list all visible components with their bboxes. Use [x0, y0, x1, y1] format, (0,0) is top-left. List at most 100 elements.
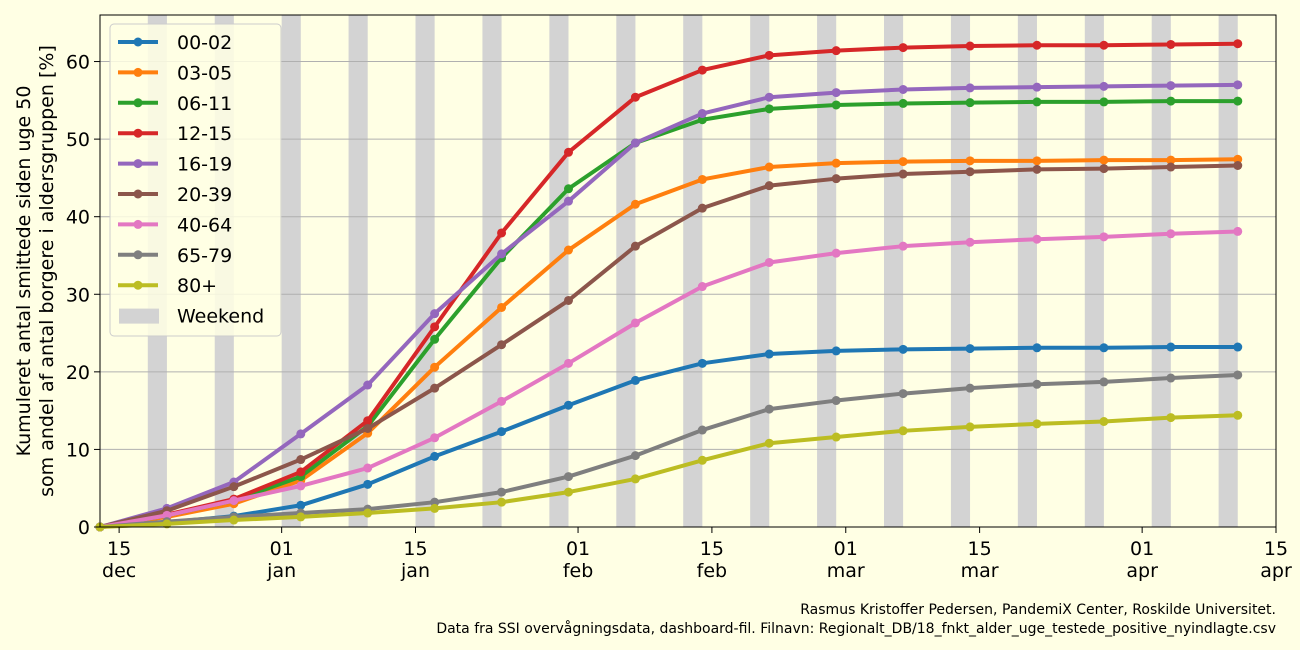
data-point [430, 383, 440, 393]
legend-label: 20-39 [177, 184, 232, 206]
data-point [563, 184, 573, 194]
data-point [630, 92, 640, 102]
x-tick-label-day: 01 [834, 538, 858, 560]
data-point [1032, 40, 1042, 50]
data-point [497, 427, 507, 437]
data-point [898, 426, 908, 436]
data-point [1099, 155, 1109, 165]
x-tick-label-month: apr [1260, 560, 1292, 582]
data-point [1099, 377, 1109, 387]
data-point [497, 249, 507, 259]
data-point [831, 432, 841, 442]
series-line [98, 157, 1240, 529]
y-tick-label: 0 [78, 517, 90, 539]
x-tick-label-month: jan [400, 560, 430, 582]
data-point [563, 196, 573, 206]
data-point [1032, 234, 1042, 244]
series-line [98, 345, 1240, 529]
data-point [630, 138, 640, 148]
data-point [697, 203, 707, 213]
data-point [630, 375, 640, 385]
data-point [1099, 343, 1109, 353]
legend: 00-02 03-05 06-11 12-15 16-19 20-39 40-64 65-79… [109, 23, 282, 337]
data-point [898, 98, 908, 108]
data-point [497, 340, 507, 350]
legend-label: 40-64 [177, 214, 232, 236]
data-point [1166, 229, 1176, 239]
data-point [965, 383, 975, 393]
legend-label: Weekend [177, 306, 264, 328]
data-point [630, 474, 640, 484]
legend-label: 65-79 [177, 245, 232, 267]
data-point [1233, 226, 1243, 236]
weekend-band [884, 15, 904, 527]
y-tick-label: 10 [66, 439, 90, 461]
data-point [764, 50, 774, 60]
data-point [497, 302, 507, 312]
data-point [430, 433, 440, 443]
data-point [1032, 82, 1042, 92]
plot-frame [99, 14, 1277, 528]
x-tick-label-day: 15 [700, 538, 724, 560]
data-point [1166, 155, 1176, 165]
data-point [1166, 96, 1176, 106]
data-point [1233, 342, 1243, 352]
data-point [229, 515, 239, 525]
data-point [831, 88, 841, 98]
series-lines [95, 39, 1243, 532]
data-point [430, 451, 440, 461]
series-line [98, 99, 1240, 529]
credit-line-1: Rasmus Kristoffer Pedersen, PandemiX Cen… [800, 602, 1276, 618]
y-axis: 0 10 20 30 40 50 60 [66, 52, 100, 539]
series-line [98, 372, 1240, 529]
data-point [563, 245, 573, 255]
data-point [898, 241, 908, 251]
data-point [430, 362, 440, 372]
data-point [764, 104, 774, 114]
data-point [1099, 81, 1109, 91]
weekend-band [1151, 15, 1171, 527]
y-tick-label: 40 [66, 207, 90, 229]
data-point [1032, 97, 1042, 107]
series-line [98, 82, 1240, 529]
x-tick-label-month: apr [1126, 560, 1158, 582]
legend-marker [133, 128, 143, 138]
data-point [497, 228, 507, 238]
data-point [831, 46, 841, 56]
y-tick-label: 20 [66, 362, 90, 384]
weekend-band [750, 15, 770, 527]
credit-line-2: Data fra SSI overvågningsdata, dashboard… [436, 620, 1276, 637]
data-point [1233, 370, 1243, 380]
x-tick-label-day: 15 [1264, 538, 1288, 560]
data-point [764, 438, 774, 448]
series-80+ [95, 410, 1243, 532]
weekend-band [817, 15, 837, 527]
data-point [563, 295, 573, 305]
data-point [697, 115, 707, 125]
weekend-band [415, 15, 435, 527]
data-point [229, 496, 239, 506]
data-point [1166, 373, 1176, 383]
weekend-band [616, 15, 636, 527]
data-point [1166, 413, 1176, 423]
x-tick-label-day: 01 [1130, 538, 1154, 560]
legend-marker [133, 98, 143, 108]
data-point [965, 156, 975, 166]
data-point [965, 83, 975, 93]
data-point [363, 423, 373, 433]
legend-label: 03-05 [177, 62, 232, 84]
data-point [563, 358, 573, 368]
data-point [764, 181, 774, 191]
weekend-band [1017, 15, 1037, 527]
series-line [98, 413, 1240, 529]
data-point [296, 467, 306, 477]
data-point [563, 147, 573, 157]
weekend-band [950, 15, 971, 527]
data-point [1166, 81, 1176, 91]
data-point [363, 463, 373, 473]
data-point [1233, 80, 1243, 90]
x-tick-label-day: 01 [270, 538, 294, 560]
legend-label: 80+ [177, 275, 217, 297]
legend-label: 12-15 [177, 123, 232, 145]
data-point [898, 84, 908, 94]
